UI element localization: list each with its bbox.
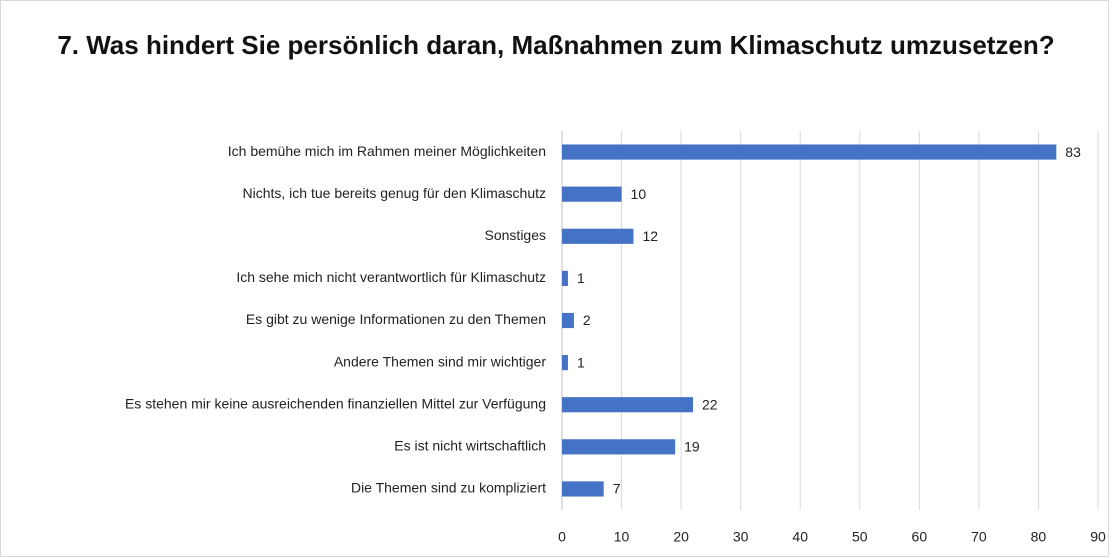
bar — [562, 439, 676, 455]
x-tick-label: 50 — [852, 529, 868, 545]
data-label: 10 — [631, 186, 647, 202]
y-tick-label: Es gibt zu wenige Informationen zu den T… — [246, 311, 546, 327]
x-tick-label: 40 — [792, 529, 808, 545]
data-label: 2 — [583, 312, 591, 328]
chart-title: 7. Was hindert Sie persönlich daran, Maß… — [57, 30, 1055, 60]
x-tick-label: 90 — [1090, 529, 1106, 545]
bar — [562, 228, 634, 244]
data-label: 1 — [577, 270, 585, 286]
data-label: 22 — [702, 396, 718, 412]
bar — [562, 397, 694, 413]
bar — [562, 355, 568, 371]
bar — [562, 186, 622, 202]
y-tick-label: Ich sehe mich nicht verantwortlich für K… — [236, 269, 546, 285]
y-tick-label: Es ist nicht wirtschaftlich — [394, 438, 546, 454]
x-tick-label: 60 — [912, 529, 928, 545]
x-tick-label: 10 — [614, 529, 630, 545]
y-tick-label: Sonstiges — [485, 227, 546, 243]
bar — [562, 481, 604, 497]
y-tick-label: Andere Themen sind mir wichtiger — [334, 353, 547, 369]
y-tick-label: Nichts, ich tue bereits genug für den Kl… — [243, 185, 547, 201]
data-label: 19 — [684, 439, 700, 455]
y-tick-label: Ich bemühe mich im Rahmen meiner Möglich… — [228, 143, 546, 159]
data-label: 83 — [1065, 144, 1081, 160]
data-label: 7 — [613, 481, 621, 497]
data-label: 12 — [642, 228, 658, 244]
x-tick-label: 20 — [673, 529, 689, 545]
x-tick-label: 0 — [558, 529, 566, 545]
x-tick-label: 80 — [1031, 529, 1047, 545]
x-tick-label: 30 — [733, 529, 749, 545]
x-tick-label: 70 — [971, 529, 987, 545]
bar — [562, 312, 574, 329]
bar — [562, 144, 1057, 160]
bar — [562, 270, 568, 286]
y-tick-label: Die Themen sind zu kompliziert — [351, 480, 546, 496]
y-tick-label: Es stehen mir keine ausreichenden finanz… — [125, 395, 546, 411]
data-label: 1 — [577, 354, 585, 370]
